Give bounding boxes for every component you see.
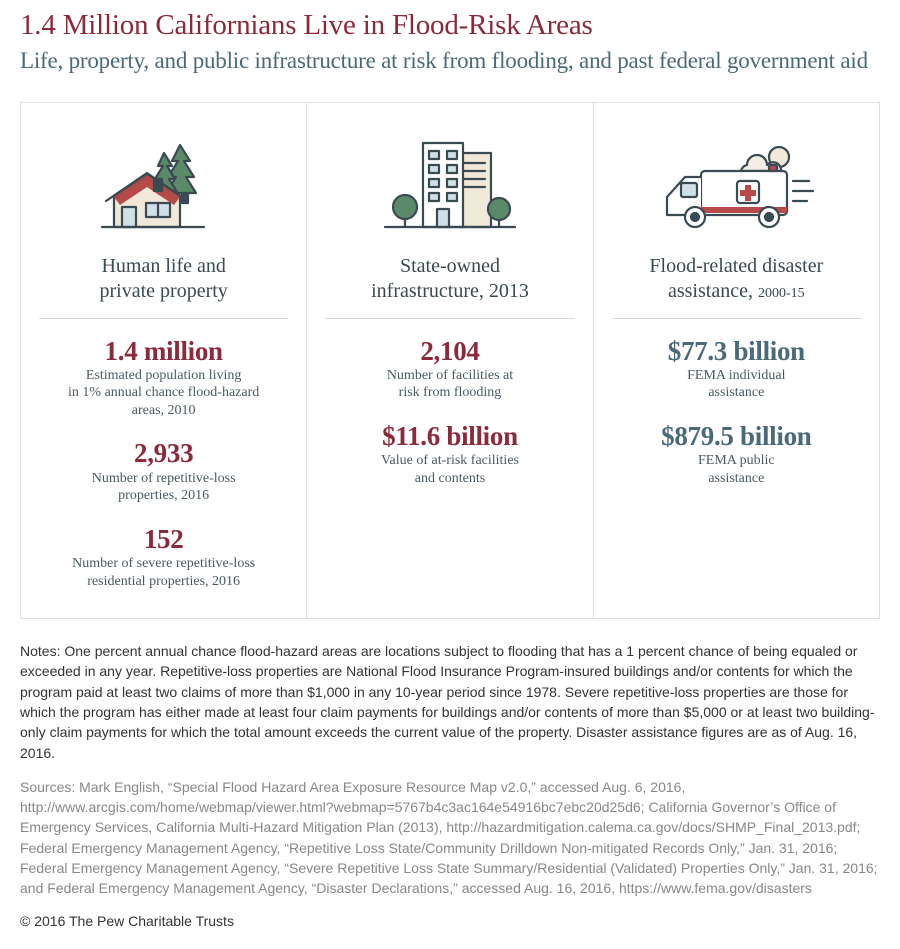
stat-item: 152 Number of severe repetitive-lossresi…	[39, 525, 288, 590]
stat-label: FEMA individualassistance	[612, 367, 861, 402]
panel-title: Human life andprivate property	[39, 253, 288, 319]
stat-item: 2,933 Number of repetitive-losspropertie…	[39, 439, 288, 504]
stat-item: $879.5 billion FEMA publicassistance	[612, 422, 861, 487]
stat-item: 1.4 million Estimated population livingi…	[39, 337, 288, 420]
stat-label: Number of severe repetitive-lossresident…	[39, 555, 288, 590]
panel-disaster-assistance: Flood-related disasterassistance, 2000-1…	[593, 103, 879, 619]
stat-label: Number of facilities atrisk from floodin…	[325, 367, 574, 402]
infographic-title: 1.4 Million Californians Live in Flood-R…	[20, 8, 880, 43]
stat-panels: Human life andprivate property 1.4 milli…	[20, 102, 880, 620]
stat-value: $879.5 billion	[612, 422, 861, 450]
panel-title: Flood-related disasterassistance, 2000-1…	[612, 253, 861, 319]
stat-label: Value of at-risk facilitiesand contents	[325, 452, 574, 487]
stat-item: $11.6 billion Value of at-risk facilitie…	[325, 422, 574, 487]
stat-value: 152	[39, 525, 288, 553]
building-icon	[325, 125, 574, 235]
stat-label: Estimated population livingin 1% annual …	[39, 367, 288, 420]
stat-value: $77.3 billion	[612, 337, 861, 365]
stat-label: Number of repetitive-lossproperties, 201…	[39, 470, 288, 505]
ambulance-icon	[612, 125, 861, 235]
stat-label: FEMA publicassistance	[612, 452, 861, 487]
infographic-subtitle: Life, property, and public infrastructur…	[20, 47, 880, 76]
stat-item: $77.3 billion FEMA individualassistance	[612, 337, 861, 402]
panel-infrastructure: State-ownedinfrastructure, 2013 2,104 Nu…	[306, 103, 592, 619]
stat-item: 2,104 Number of facilities atrisk from f…	[325, 337, 574, 402]
copyright-text: © 2016 The Pew Charitable Trusts	[20, 913, 880, 929]
stat-value: 2,933	[39, 439, 288, 467]
panel-human-life: Human life andprivate property 1.4 milli…	[21, 103, 306, 619]
notes-text: Notes: One percent annual chance flood-h…	[20, 641, 880, 763]
sources-text: Sources: Mark English, “Special Flood Ha…	[20, 777, 880, 899]
stat-value: 1.4 million	[39, 337, 288, 365]
stat-value: 2,104	[325, 337, 574, 365]
house-icon	[39, 125, 288, 235]
panel-title: State-ownedinfrastructure, 2013	[325, 253, 574, 319]
stat-value: $11.6 billion	[325, 422, 574, 450]
